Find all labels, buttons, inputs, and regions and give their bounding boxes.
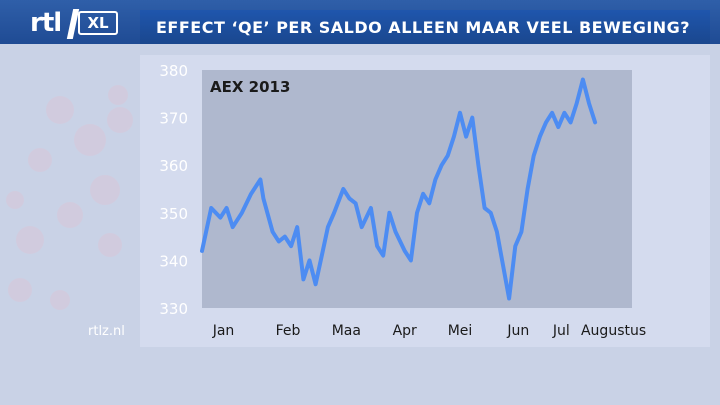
x-tick-label: Jan bbox=[212, 323, 235, 339]
aex-series-line bbox=[200, 77, 598, 301]
x-tick-label: Apr bbox=[393, 323, 417, 339]
rtl-xl-logo: rtl XL bbox=[30, 6, 126, 40]
x-tick-label: Maa bbox=[332, 323, 361, 339]
y-tick-label: 340 bbox=[159, 252, 188, 270]
x-tick-label: Jun bbox=[506, 323, 529, 339]
y-tick-label: 380 bbox=[159, 62, 188, 80]
aex-chart: AEX 2013 330 340 350 360 370 380 Jan Feb Maa Apr Me… bbox=[159, 62, 646, 339]
x-tick-label: Mei bbox=[448, 323, 473, 339]
logo-wordmark: rtl bbox=[30, 8, 62, 38]
x-tick-label: Feb bbox=[276, 323, 301, 339]
y-tick-label: 360 bbox=[159, 157, 188, 175]
source-label: rtlz.nl bbox=[88, 324, 125, 339]
y-tick-label: 370 bbox=[159, 110, 188, 128]
headline: EFFECT ‘QE’ PER SALDO ALLEEN MAAR VEEL B… bbox=[140, 10, 710, 44]
plot-area bbox=[202, 70, 632, 308]
x-tick-label: Jul bbox=[552, 323, 570, 339]
y-tick-label: 330 bbox=[159, 300, 188, 318]
chart-title: AEX 2013 bbox=[210, 78, 290, 96]
x-tick-label: Augustus bbox=[581, 323, 646, 339]
y-tick-label: 350 bbox=[159, 205, 188, 223]
logo-badge: XL bbox=[78, 11, 118, 35]
